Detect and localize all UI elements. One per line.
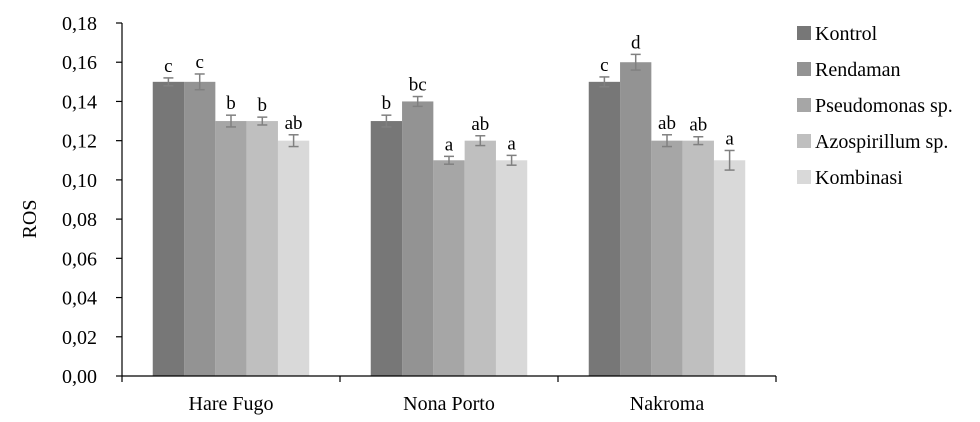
significance-label: c (600, 55, 608, 76)
significance-label: bc (409, 75, 427, 96)
legend-label: Rendaman (815, 59, 901, 81)
bar (184, 81, 216, 376)
significance-label: b (382, 93, 392, 114)
y-tick-label: 0,04 (62, 288, 97, 310)
y-tick-label: 0,14 (62, 91, 97, 113)
y-tick-label: 0,00 (62, 366, 97, 388)
significance-label: c (195, 52, 203, 73)
legend-swatch (797, 98, 811, 112)
significance-label: ab (689, 115, 707, 136)
axes (121, 23, 777, 382)
significance-label: b (226, 93, 236, 114)
bars (152, 62, 746, 376)
x-category-label: Hare Fugo (189, 393, 274, 415)
y-tick-label: 0,16 (62, 52, 97, 74)
y-tick-label: 0,12 (62, 131, 97, 153)
legend: Kontrol Rendaman Pseudomonas sp. Azospirill… (797, 23, 953, 189)
significance-label: b (258, 95, 268, 116)
bar (277, 140, 310, 376)
bar (215, 121, 247, 376)
y-axis-title: ROS (19, 200, 41, 239)
bar (620, 62, 652, 376)
y-axis-ticks: 0,00 0,02 0,04 0,06 0,08 0,10 0,12 0,14 0,16 0,18 (62, 13, 122, 388)
bar (433, 160, 465, 376)
y-tick-label: 0,18 (62, 13, 97, 35)
bar (713, 160, 746, 376)
y-tick-label: 0,10 (62, 170, 97, 192)
bar (651, 140, 683, 376)
bar (402, 101, 434, 376)
bar (682, 140, 714, 376)
significance-label: a (507, 133, 516, 154)
legend-label: Kombinasi (815, 167, 903, 189)
significance-label: d (631, 32, 641, 53)
error-bars (163, 53, 735, 171)
legend-swatch (797, 170, 811, 184)
legend-label: Pseudomonas sp. (815, 95, 953, 117)
x-category-label: Nona Porto (403, 393, 495, 415)
legend-swatch (797, 62, 811, 76)
y-tick-label: 0,06 (62, 248, 97, 270)
significance-label: a (445, 134, 454, 155)
significance-label: ab (285, 113, 303, 134)
legend-label: Azospirillum sp. (815, 131, 948, 153)
y-tick-label: 0,02 (62, 327, 97, 349)
significance-label: c (164, 56, 172, 77)
legend-swatch (797, 134, 811, 148)
legend-swatch (797, 26, 811, 40)
significance-label: a (725, 128, 734, 149)
significance-label: ab (658, 113, 676, 134)
bar (495, 160, 528, 376)
bar (588, 81, 621, 376)
legend-label: Kontrol (815, 23, 878, 45)
significance-label: ab (471, 114, 489, 135)
bar (246, 121, 278, 376)
x-category-label: Nakroma (630, 393, 705, 415)
bar (464, 140, 496, 376)
bar (152, 81, 185, 376)
x-axis-labels: Hare Fugo Nona Porto Nakroma (189, 393, 705, 415)
bar (370, 121, 403, 376)
y-tick-label: 0,08 (62, 209, 97, 231)
